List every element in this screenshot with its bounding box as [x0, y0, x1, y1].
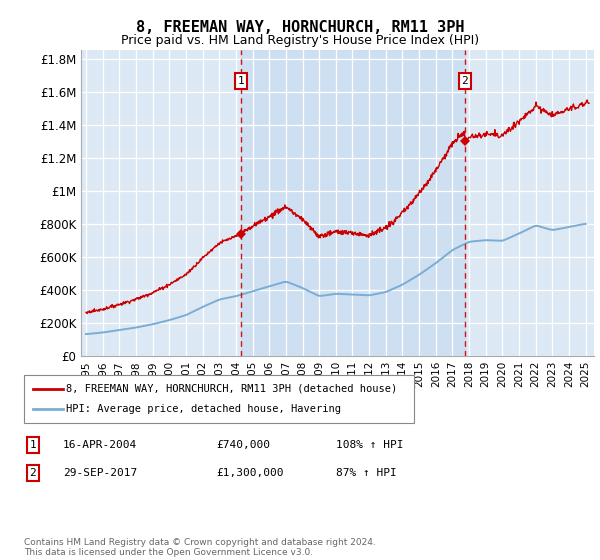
Text: 16-APR-2004: 16-APR-2004	[63, 440, 137, 450]
Text: 2: 2	[29, 468, 37, 478]
Text: 8, FREEMAN WAY, HORNCHURCH, RM11 3PH (detached house): 8, FREEMAN WAY, HORNCHURCH, RM11 3PH (de…	[66, 384, 397, 394]
Text: Contains HM Land Registry data © Crown copyright and database right 2024.
This d: Contains HM Land Registry data © Crown c…	[24, 538, 376, 557]
Text: 29-SEP-2017: 29-SEP-2017	[63, 468, 137, 478]
Text: 8, FREEMAN WAY, HORNCHURCH, RM11 3PH: 8, FREEMAN WAY, HORNCHURCH, RM11 3PH	[136, 20, 464, 35]
Text: £1,300,000: £1,300,000	[216, 468, 284, 478]
Text: 1: 1	[29, 440, 37, 450]
Text: HPI: Average price, detached house, Havering: HPI: Average price, detached house, Have…	[66, 404, 341, 414]
Text: £740,000: £740,000	[216, 440, 270, 450]
Text: Price paid vs. HM Land Registry's House Price Index (HPI): Price paid vs. HM Land Registry's House …	[121, 34, 479, 46]
Text: 108% ↑ HPI: 108% ↑ HPI	[336, 440, 404, 450]
Text: 87% ↑ HPI: 87% ↑ HPI	[336, 468, 397, 478]
Bar	[241, 50, 465, 356]
Text: 2: 2	[461, 76, 468, 86]
Text: 1: 1	[238, 76, 244, 86]
